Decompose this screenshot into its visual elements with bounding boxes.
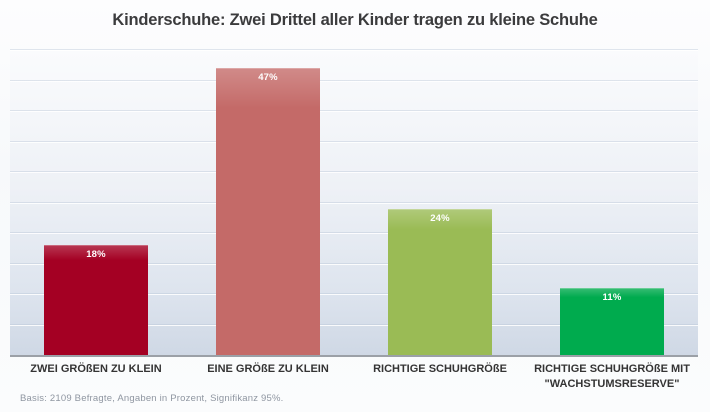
- bar: 18%: [43, 245, 149, 355]
- gridline: [10, 293, 698, 294]
- footnote: Basis: 2109 Befragte, Angaben in Prozent…: [20, 393, 284, 404]
- plot-area: 18% 47% 24% 11%: [10, 49, 698, 357]
- category-label: RICHTIGE SCHUHGRÖßE: [373, 363, 507, 375]
- gridline: [10, 79, 698, 81]
- bar-value-label: 24%: [430, 212, 450, 224]
- bar-value-label: 11%: [602, 291, 622, 303]
- gridline: [10, 140, 698, 142]
- gridline: [10, 262, 698, 264]
- gridline: [10, 201, 698, 203]
- category-label: EINE GRÖßE ZU KLEIN: [207, 363, 329, 375]
- bar-column: 11%: [526, 50, 698, 355]
- category-label: ZWEI GRÖßEN ZU KLEIN: [30, 363, 162, 375]
- chart-title: Kinderschuhe: Zwei Drittel aller Kinder …: [112, 11, 598, 29]
- category-label: RICHTIGE SCHUHGRÖßE MIT "WACHSTUMSRESERV…: [534, 363, 690, 390]
- bar-value-label: 47%: [258, 72, 278, 84]
- gridline: [10, 323, 698, 325]
- bar: 24%: [387, 208, 493, 355]
- bars-container: 18% 47% 24% 11%: [10, 50, 698, 355]
- gridline: [10, 110, 698, 111]
- gridline: [10, 49, 698, 50]
- bar-column: 47%: [182, 50, 354, 355]
- bar-value-label: 18%: [86, 249, 106, 261]
- x-axis-labels: ZWEI GRÖßEN ZU KLEIN EINE GRÖßE ZU KLEIN R…: [10, 362, 698, 392]
- gridline: [10, 232, 698, 233]
- gridline: [10, 171, 698, 172]
- bar: 47%: [215, 68, 321, 355]
- bar: 11%: [559, 287, 665, 355]
- bar-column: 24%: [354, 50, 526, 355]
- bar-column: 18%: [10, 50, 182, 355]
